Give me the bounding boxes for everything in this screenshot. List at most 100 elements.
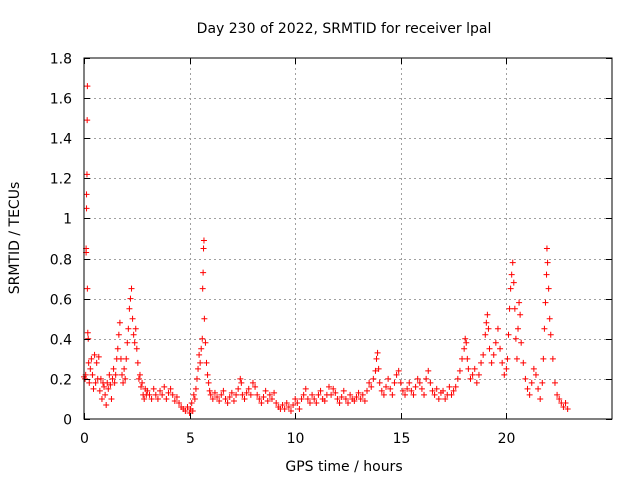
data-point bbox=[380, 391, 387, 398]
data-point bbox=[313, 399, 320, 406]
data-point bbox=[524, 385, 531, 392]
data-point bbox=[296, 405, 303, 412]
data-point bbox=[504, 355, 511, 362]
data-point bbox=[85, 359, 92, 366]
data-point bbox=[328, 391, 335, 398]
x-gridlines bbox=[190, 58, 507, 419]
data-point bbox=[485, 325, 492, 332]
data-point bbox=[298, 395, 305, 402]
data-point bbox=[110, 365, 117, 372]
data-point bbox=[116, 319, 123, 326]
data-point bbox=[402, 391, 409, 398]
data-point bbox=[207, 391, 214, 398]
data-point bbox=[423, 375, 430, 382]
data-point bbox=[88, 355, 95, 362]
data-point bbox=[230, 397, 237, 404]
data-point bbox=[83, 205, 90, 212]
data-point bbox=[513, 355, 520, 362]
data-point bbox=[421, 391, 428, 398]
data-point bbox=[86, 379, 93, 386]
data-point bbox=[173, 393, 180, 400]
data-point bbox=[528, 379, 535, 386]
data-point bbox=[191, 395, 198, 402]
data-point bbox=[184, 403, 191, 410]
data-point bbox=[249, 379, 256, 386]
data-point bbox=[264, 397, 271, 404]
data-point bbox=[163, 395, 170, 402]
data-point bbox=[387, 385, 394, 392]
data-point bbox=[146, 391, 153, 398]
x-axis-label: GPS time / hours bbox=[285, 459, 402, 475]
data-point bbox=[464, 355, 471, 362]
data-point bbox=[442, 395, 449, 402]
data-point bbox=[433, 385, 440, 392]
data-point bbox=[506, 305, 513, 312]
data-point bbox=[302, 385, 309, 392]
data-point bbox=[141, 395, 148, 402]
data-point bbox=[199, 285, 206, 292]
data-point bbox=[431, 391, 438, 398]
data-point bbox=[127, 295, 134, 302]
data-point bbox=[404, 385, 411, 392]
data-point bbox=[111, 379, 118, 386]
data-point bbox=[129, 315, 136, 322]
data-point bbox=[355, 389, 362, 396]
data-point bbox=[427, 379, 434, 386]
data-point bbox=[186, 409, 193, 416]
data-point bbox=[159, 391, 166, 398]
data-point bbox=[541, 325, 548, 332]
data-point bbox=[539, 379, 546, 386]
data-point bbox=[98, 395, 105, 402]
data-point bbox=[446, 383, 453, 390]
data-point bbox=[338, 393, 345, 400]
data-point bbox=[418, 385, 425, 392]
data-point bbox=[497, 345, 504, 352]
data-point bbox=[283, 399, 290, 406]
data-point bbox=[452, 383, 459, 390]
data-point bbox=[92, 379, 99, 386]
data-point bbox=[544, 259, 551, 266]
data-point bbox=[366, 379, 373, 386]
data-point bbox=[85, 335, 92, 342]
data-point bbox=[124, 339, 131, 346]
data-point bbox=[560, 403, 567, 410]
data-point bbox=[165, 389, 172, 396]
data-point bbox=[281, 405, 288, 412]
data-point bbox=[505, 331, 512, 338]
data-point bbox=[501, 371, 508, 378]
y-tick-label: 1.8 bbox=[50, 52, 72, 68]
data-point bbox=[336, 399, 343, 406]
data-point bbox=[101, 383, 108, 390]
data-point bbox=[408, 387, 415, 394]
data-point bbox=[235, 385, 242, 392]
data-point bbox=[130, 331, 137, 338]
data-point bbox=[203, 359, 210, 366]
chart-title: Day 230 of 2022, SRMTID for receiver lpa… bbox=[197, 21, 492, 37]
data-point bbox=[554, 391, 561, 398]
y-tick-label: 1.4 bbox=[50, 132, 72, 148]
data-point bbox=[115, 331, 122, 338]
data-point bbox=[467, 375, 474, 382]
data-point bbox=[412, 383, 419, 390]
data-point bbox=[490, 351, 497, 358]
data-point bbox=[93, 359, 100, 366]
data-point bbox=[353, 393, 360, 400]
data-point bbox=[109, 375, 116, 382]
data-point bbox=[499, 359, 506, 366]
data-point bbox=[342, 395, 349, 402]
data-point bbox=[488, 359, 495, 366]
data-point bbox=[192, 385, 199, 392]
data-point bbox=[546, 315, 553, 322]
data-point bbox=[334, 395, 341, 402]
data-point bbox=[226, 393, 233, 400]
y-tick-label: 1.6 bbox=[50, 92, 72, 108]
data-point bbox=[97, 375, 104, 382]
data-point bbox=[239, 391, 246, 398]
data-point bbox=[510, 279, 517, 286]
data-point bbox=[204, 371, 211, 378]
data-point bbox=[516, 299, 523, 306]
data-point bbox=[347, 391, 354, 398]
data-point bbox=[197, 359, 204, 366]
data-point bbox=[515, 325, 522, 332]
data-point bbox=[104, 379, 111, 386]
